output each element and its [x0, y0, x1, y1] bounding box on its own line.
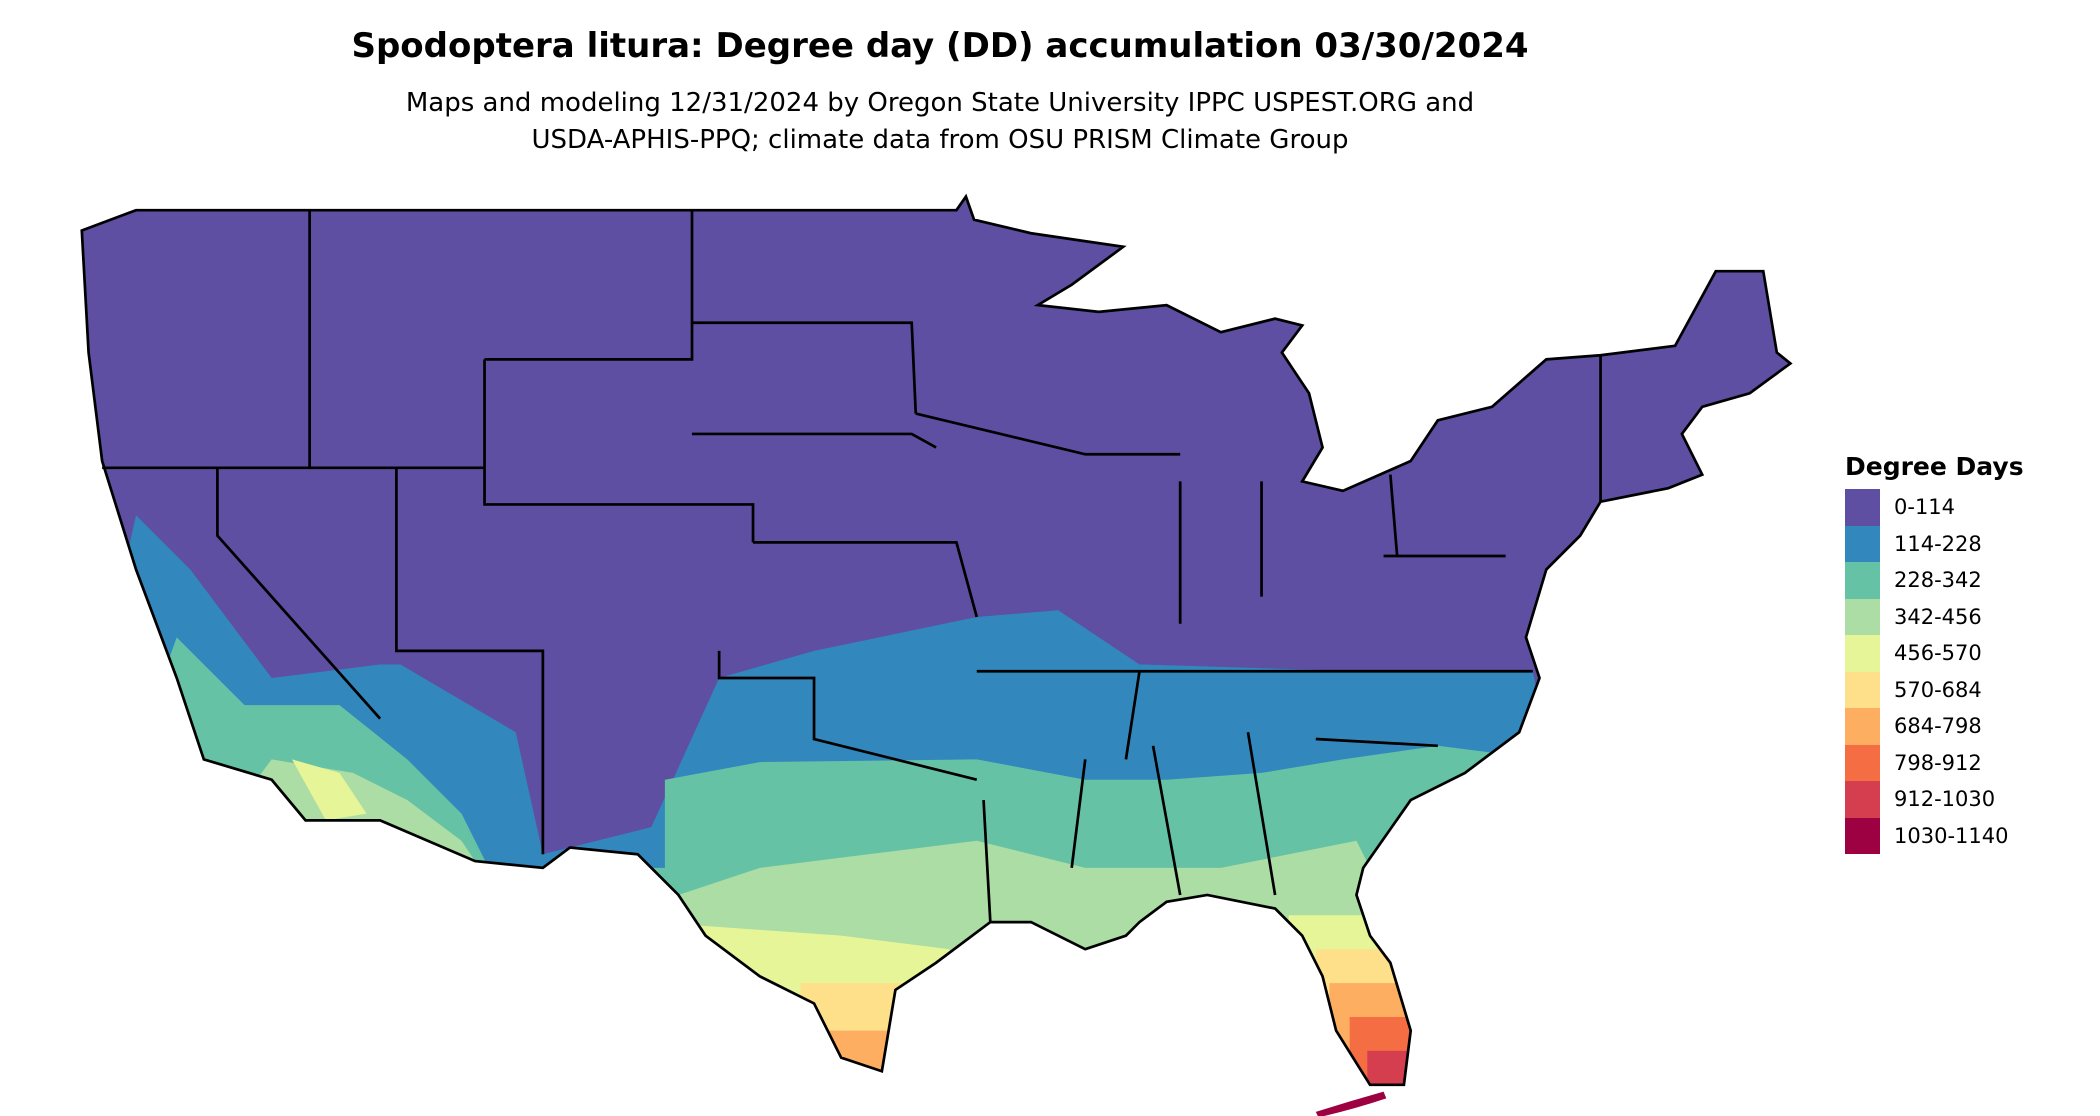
- band-684-798: [827, 1030, 909, 1085]
- legend-item: 684-798: [1845, 708, 2024, 745]
- legend-swatch: [1845, 525, 1880, 562]
- legend-label: 228-342: [1894, 568, 1982, 593]
- legend-label: 1030-1140: [1894, 823, 2009, 848]
- legend-label: 684-798: [1894, 714, 1982, 739]
- legend-swatch: [1845, 562, 1880, 599]
- legend-label: 114-228: [1894, 531, 1982, 556]
- legend-swatch: [1845, 598, 1880, 635]
- legend-swatch: [1845, 489, 1880, 526]
- legend-item: 114-228: [1845, 525, 2024, 562]
- legend-item: 1030-1140: [1845, 817, 2024, 854]
- legend-swatch: [1845, 708, 1880, 745]
- state-borders: [80, 195, 1792, 1087]
- map-title: Spodoptera litura: Degree day (DD) accum…: [351, 26, 1529, 66]
- florida-keys: [1315, 1091, 1387, 1116]
- legend-label: 798-912: [1894, 750, 1982, 775]
- legend-item: 798-912: [1845, 744, 2024, 781]
- legend: Degree Days 0-114 114-228 228-342 342-456 45…: [1845, 452, 2024, 854]
- legend-item: 456-570: [1845, 635, 2024, 672]
- legend-item: 342-456: [1845, 598, 2024, 635]
- legend-item: 570-684: [1845, 671, 2024, 708]
- legend-label: 342-456: [1894, 604, 1982, 629]
- legend-swatch: [1845, 817, 1880, 854]
- legend-title: Degree Days: [1845, 452, 2024, 481]
- legend-label: 570-684: [1894, 677, 1982, 702]
- legend-item: 912-1030: [1845, 781, 2024, 818]
- band-912-1030: [1367, 1050, 1438, 1085]
- legend-swatch: [1845, 671, 1880, 708]
- legend-label: 912-1030: [1894, 787, 1996, 812]
- legend-swatch: [1845, 781, 1880, 818]
- map-subtitle-line-1: Maps and modeling 12/31/2024 by Oregon S…: [405, 88, 1475, 118]
- band-456-570-ca: [291, 759, 367, 821]
- legend-label: 0-114: [1894, 495, 1956, 520]
- legend-label: 456-570: [1894, 641, 1982, 666]
- band-456-570: [651, 922, 950, 1085]
- legend-swatch: [1845, 635, 1880, 672]
- legend-item: 0-114: [1845, 489, 2024, 526]
- legend-item: 228-342: [1845, 562, 2024, 599]
- map-subtitle-line-2: USDA-APHIS-PPQ; climate data from OSU PR…: [531, 125, 1349, 155]
- legend-swatch: [1845, 744, 1880, 781]
